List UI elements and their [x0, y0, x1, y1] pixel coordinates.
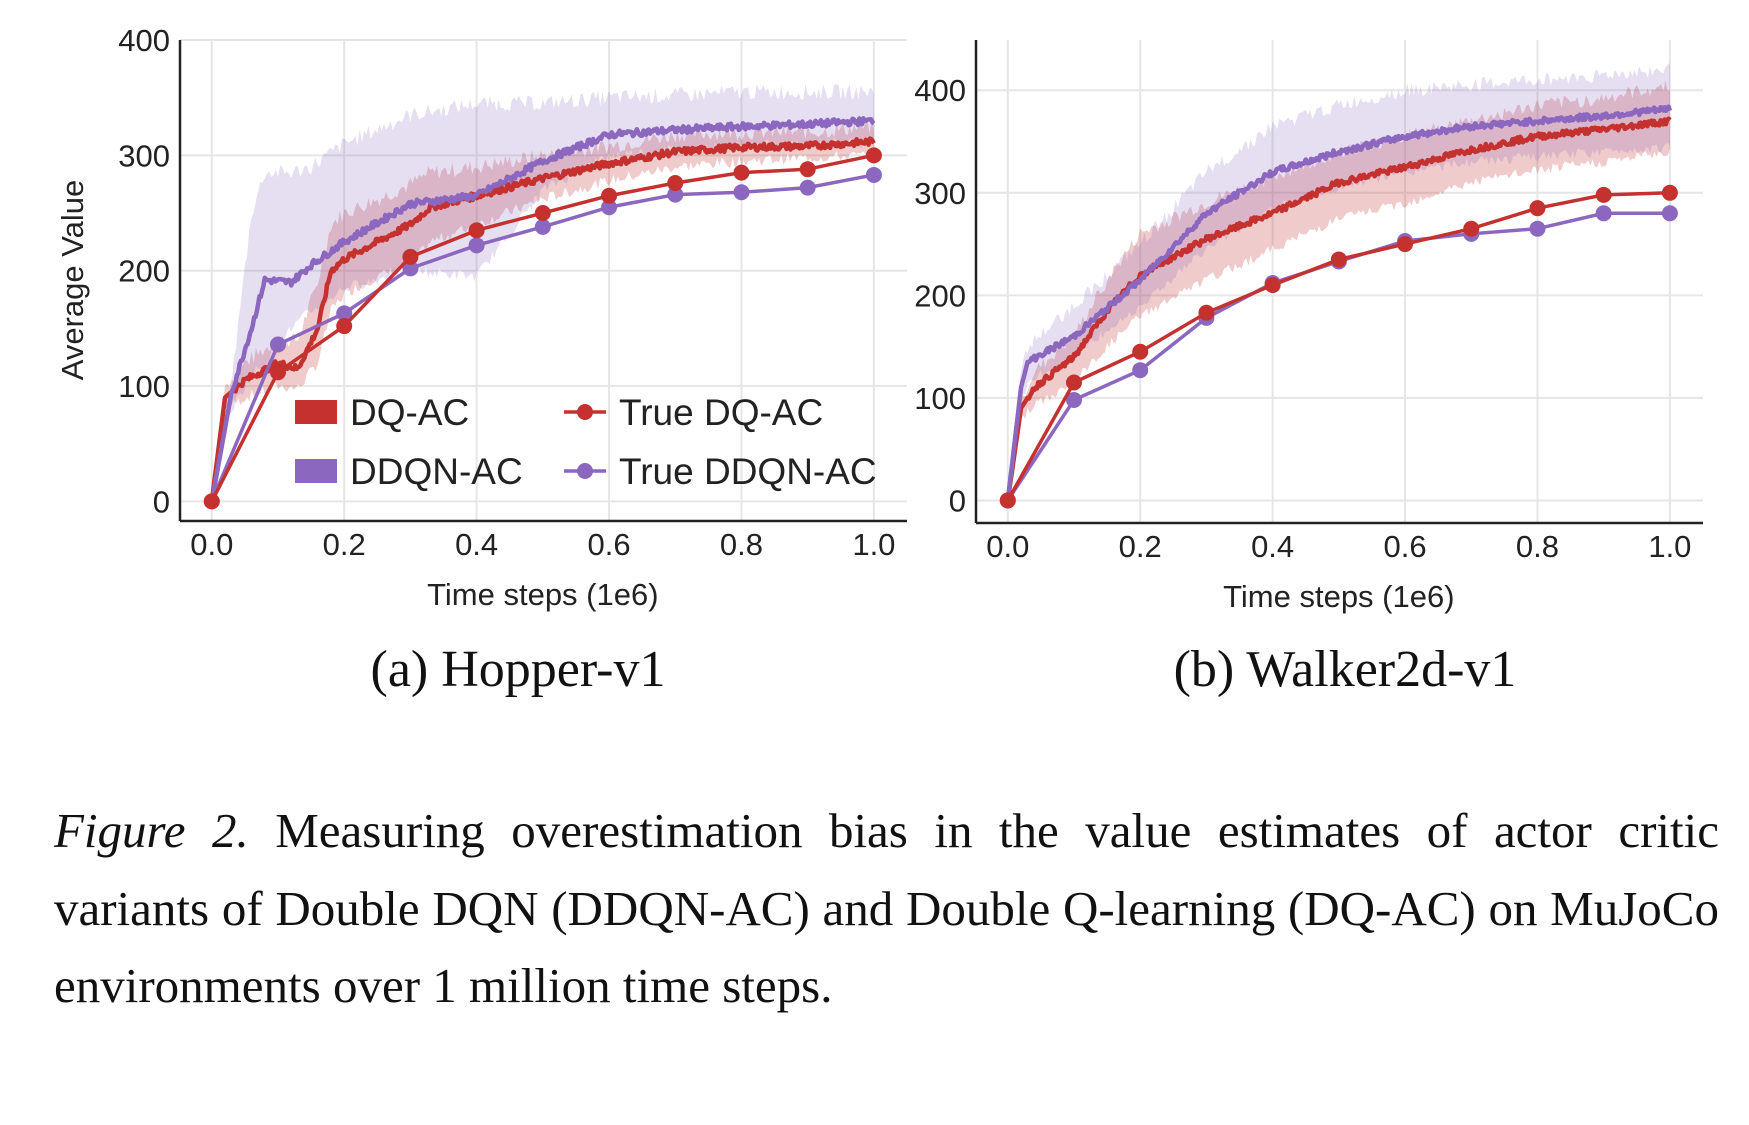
band-dq-ac — [1007, 80, 1670, 501]
line-ddqn-ac — [209, 116, 876, 502]
marker-true-dq-ac — [402, 248, 419, 265]
marker-true-dq-ac — [999, 492, 1016, 509]
chart-hopper: 0.0 0.2 0.4 0.6 0.8 1.0 0 100 200 300 400 Time step… — [55, 23, 907, 612]
y-tick-label: 0 — [949, 483, 966, 518]
y-tick-label: 100 — [118, 369, 170, 404]
marker-true-dq-ac — [1661, 184, 1678, 201]
x-axis-label: Time steps (1e6) — [1223, 579, 1454, 614]
legend-patch-dq — [295, 400, 337, 424]
legend-marker-ddqn — [577, 463, 593, 479]
marker-true-dq-ac — [534, 205, 551, 222]
x-tick-label: 0.4 — [1251, 529, 1294, 564]
band-ddqn-ac — [211, 84, 874, 502]
y-tick-label: 200 — [118, 254, 170, 289]
marker-true-ddqn-ac — [799, 179, 816, 196]
marker-true-ddqn-ac — [402, 260, 419, 277]
marker-true-ddqn-ac — [1065, 391, 1082, 408]
x-tick-label: 0.2 — [1119, 529, 1162, 564]
marker-true-dq-ac — [269, 364, 286, 381]
subcaption-hopper: (a) Hopper-v1 — [370, 641, 666, 698]
x-tick-label: 0.6 — [1383, 529, 1426, 564]
caption-label: Figure 2. — [54, 803, 249, 858]
caption-text: Measuring overestimation bias in the val… — [54, 803, 1719, 1013]
marker-true-dq-ac — [1198, 304, 1215, 321]
x-tick-label: 0.4 — [455, 527, 498, 562]
marker-true-dq-ac — [336, 318, 353, 335]
marker-true-dq-ac — [1132, 343, 1149, 360]
x-axis-label: Time steps (1e6) — [427, 577, 658, 612]
marker-true-dq-ac — [1065, 374, 1082, 391]
legend-label: DQ-AC — [350, 392, 469, 433]
band-dq-ac — [211, 119, 874, 502]
x-tick-label: 0.0 — [190, 527, 233, 562]
marker-true-dq-ac — [468, 222, 485, 239]
marker-true-ddqn-ac — [269, 336, 286, 353]
marker-true-dq-ac — [1264, 277, 1281, 294]
legend-patch-ddqn — [295, 459, 337, 483]
marker-true-dq-ac — [203, 493, 220, 510]
y-tick-label: 100 — [914, 381, 966, 416]
marker-true-dq-ac — [667, 175, 684, 192]
line-ddqn-ac — [1005, 104, 1673, 501]
marker-true-ddqn-ac — [1661, 205, 1678, 222]
marker-true-ddqn-ac — [1529, 220, 1546, 237]
marker-true-ddqn-ac — [336, 305, 353, 322]
y-tick-label: 400 — [118, 23, 170, 58]
x-tick-label: 0.6 — [587, 527, 630, 562]
marker-true-ddqn-ac — [1132, 362, 1149, 379]
x-tick-label: 0.8 — [1516, 529, 1559, 564]
marker-true-dq-ac — [1529, 200, 1546, 217]
y-axis-label: Average Value — [55, 180, 90, 381]
marker-true-ddqn-ac — [534, 218, 551, 235]
figure-caption: Figure 2. Measuring overestimation bias … — [54, 792, 1719, 1025]
marker-true-ddqn-ac — [601, 199, 618, 216]
marker-true-dq-ac — [601, 187, 618, 204]
marker-true-dq-ac — [733, 164, 750, 181]
legend-label: True DDQN-AC — [619, 451, 877, 492]
marker-true-ddqn-ac — [468, 237, 485, 254]
marker-true-dq-ac — [1595, 186, 1612, 203]
marker-true-ddqn-ac — [733, 184, 750, 201]
x-tick-label: 0.8 — [720, 527, 763, 562]
marker-true-dq-ac — [1330, 251, 1347, 268]
y-tick-label: 0 — [153, 484, 170, 519]
y-tick-label: 300 — [118, 138, 170, 173]
marker-true-dq-ac — [865, 147, 882, 164]
legend-marker-dq — [577, 404, 593, 420]
marker-true-ddqn-ac — [865, 166, 882, 183]
marker-true-dq-ac — [799, 161, 816, 178]
x-tick-label: 0.0 — [986, 529, 1029, 564]
legend-label: DDQN-AC — [350, 451, 523, 492]
line-true-dq-ac — [1006, 191, 1670, 502]
subcaption-walker2d: (b) Walker2d-v1 — [1173, 641, 1517, 698]
marker-true-ddqn-ac — [1595, 205, 1612, 222]
x-tick-label: 1.0 — [1648, 529, 1691, 564]
marker-true-dq-ac — [1463, 220, 1480, 237]
legend-label: True DQ-AC — [619, 392, 823, 433]
chart-walker2d: 0.0 0.2 0.4 0.6 0.8 1.0 0 100 200 300 400 Time step… — [914, 40, 1703, 614]
band-ddqn-ac — [1007, 62, 1670, 501]
marker-true-ddqn-ac — [667, 186, 684, 203]
y-tick-label: 300 — [914, 176, 966, 211]
line-dq-ac — [209, 136, 876, 502]
x-tick-label: 1.0 — [852, 527, 895, 562]
y-tick-label: 400 — [914, 73, 966, 108]
y-tick-label: 200 — [914, 278, 966, 313]
x-tick-label: 0.2 — [323, 527, 366, 562]
marker-true-dq-ac — [1397, 236, 1414, 253]
